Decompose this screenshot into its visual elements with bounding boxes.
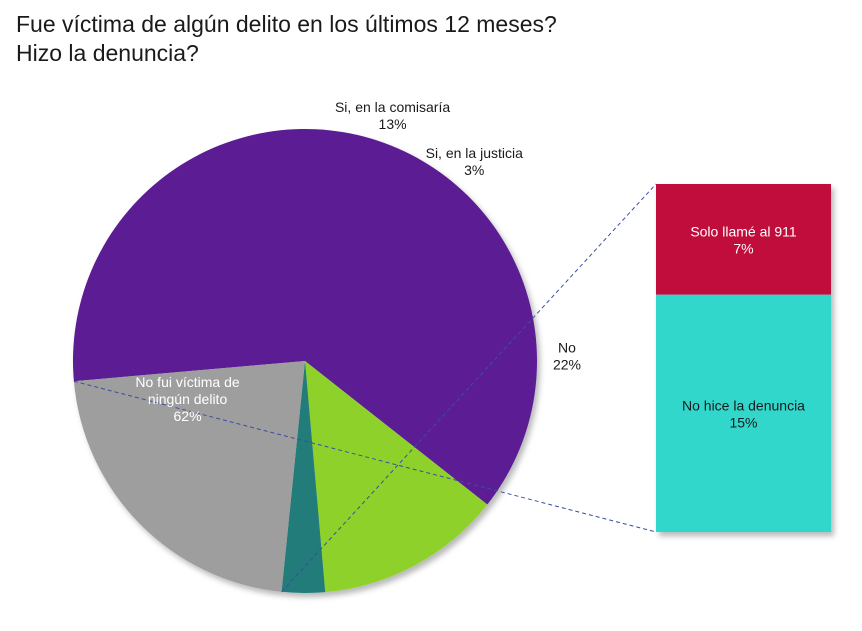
slice-value-label: 62%: [174, 408, 202, 424]
bar-segment-label-no-hice-la-denuncia: No hice la denuncia 15%: [682, 397, 805, 430]
chart-title-line-1: Fue víctima de algún delito en los últim…: [16, 11, 557, 37]
pie-slice-si-en-la-justicia: [281, 361, 326, 594]
pie: [72, 129, 537, 594]
slice-name-line: Si, en la comisaría: [335, 99, 450, 115]
bar-segment-solo-llame-al-911: [656, 184, 831, 295]
bar-segment-value: 15%: [729, 414, 757, 430]
bar-segment-value: 7%: [733, 240, 753, 256]
slice-label-si-en-la-comisaria: Si, en la comisaría 13%: [335, 99, 450, 132]
pie-slice-si-en-la-comisaria: [305, 361, 488, 593]
slice-value-label: 22%: [553, 357, 581, 373]
slice-name-line: No fui víctima de: [135, 374, 239, 390]
slice-label-no-fui-victima-de-ningun-delito: No fui víctima de ningún delito 62%: [135, 374, 239, 424]
pie-slice-no-fui-victima-de-ningun-delito: [72, 129, 537, 505]
slice-name-line: No: [558, 340, 576, 356]
chart-title-line-2: Hizo la denuncia?: [16, 40, 199, 66]
bar-segment-name: Solo llamé al 911: [690, 223, 797, 239]
connector-lines: [73, 183, 657, 593]
slice-value-label: 13%: [379, 116, 407, 132]
slice-label-no: No 22%: [553, 340, 581, 373]
bar-segment-name: No hice la denuncia: [682, 397, 805, 413]
slice-name-line: Si, en la justicia: [426, 145, 523, 161]
breakdown-bar: [656, 184, 831, 532]
slice-value-label: 3%: [464, 162, 484, 178]
bar-segment-label-solo-llame-al-911: Solo llamé al 911 7%: [690, 223, 797, 256]
pie-slice-no: [73, 361, 305, 592]
bar-segment-no-hice-la-denuncia: [656, 294, 831, 532]
chart-title: Fue víctima de algún delito en los últim…: [16, 10, 557, 68]
slice-label-si-en-la-justicia: Si, en la justicia 3%: [426, 145, 523, 178]
slice-name-line: ningún delito: [148, 391, 228, 407]
connector-line-top: [281, 183, 657, 593]
connector-line-bottom: [73, 380, 657, 533]
chart-labels: No fui víctima de ningún delito 62% Si, en …: [135, 99, 805, 430]
